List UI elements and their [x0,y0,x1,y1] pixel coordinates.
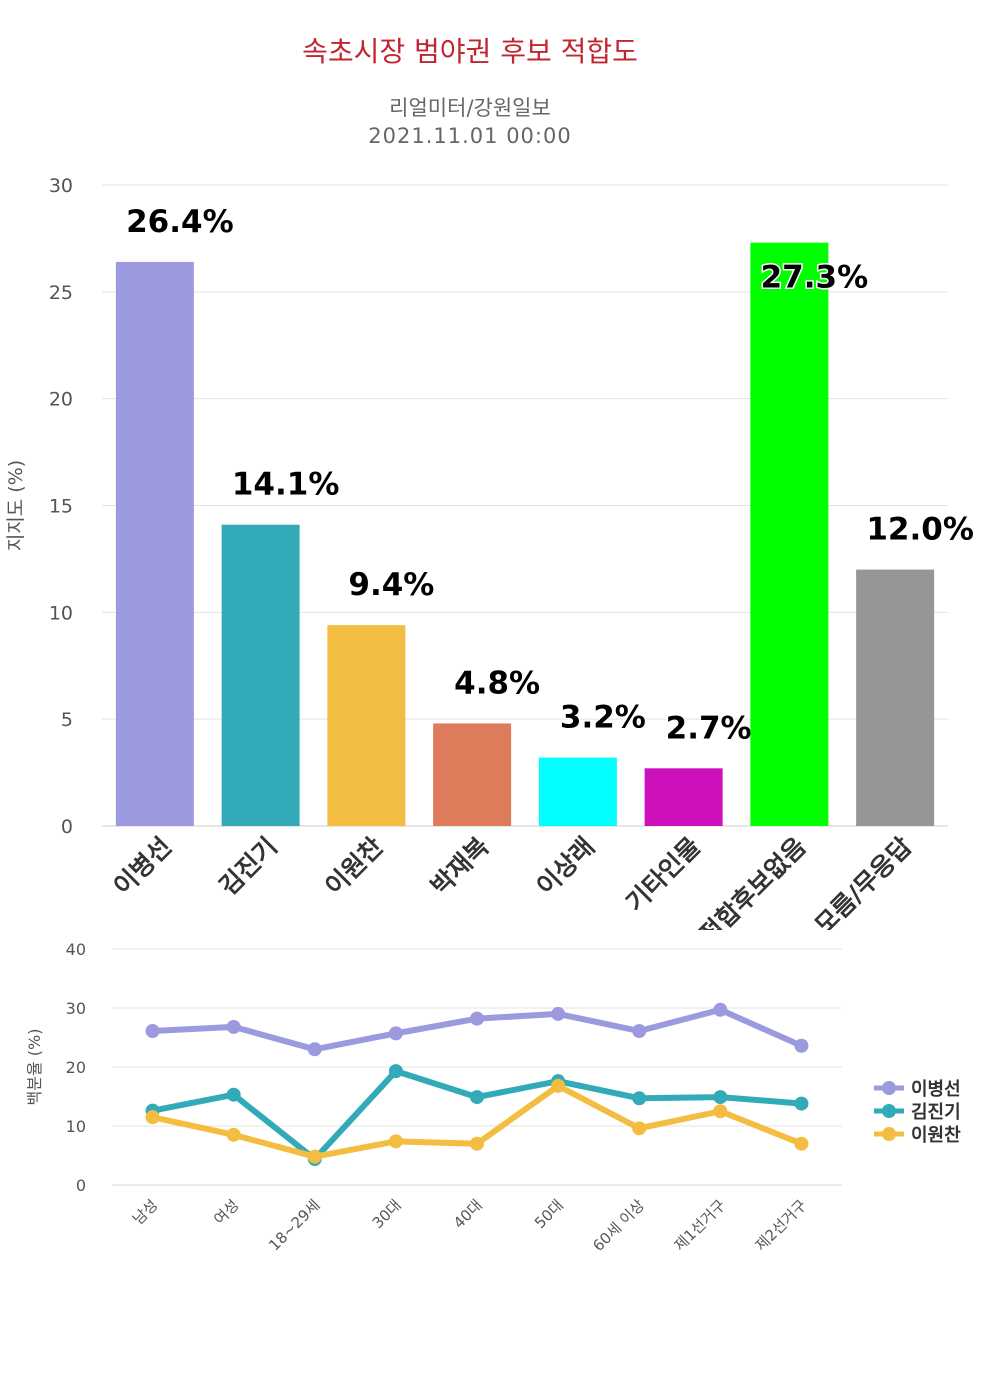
line-point [226,1019,241,1034]
bar-data-label: 9.4% [348,567,434,603]
line-point [226,1127,241,1142]
bar-data-label: 12.0% [866,512,974,548]
chart-subtitle-date: 2021.11.01 00:00 [368,124,572,148]
legend-label: 이병선 [911,1079,961,1100]
bar-4 [433,723,512,826]
line-chart: 0 10 20 30 40 백분율 (%) 남성 여성 18~29세 30대 40대 50대 60세 이… [25,940,961,1255]
bar-data-label: 26.4% [126,204,234,240]
line-point [145,1110,160,1125]
line-point [388,1026,403,1041]
legend-label: 이원찬 [911,1125,961,1146]
line-y-tick-label: 0 [76,1176,86,1195]
line-point [307,1149,322,1164]
bar-5 [538,757,617,826]
line-point [713,1002,728,1017]
line-category-label: 제2선거구 [752,1196,811,1255]
bar-data-label: 2.7% [666,710,752,746]
line-y-tick-label: 40 [66,940,86,959]
line-point [794,1038,809,1053]
line-point [307,1042,322,1057]
line-y-tick-label: 20 [66,1058,86,1077]
line-point [794,1096,809,1111]
bar-data-label: 27.3% [761,260,869,296]
bar-data-label: 14.1% [232,467,340,503]
line-point [551,1078,566,1093]
chart-title: 속초시장 범야권 후보 적합도 [302,35,638,68]
line-point [388,1134,403,1149]
bar-data-label: 3.2% [560,700,646,736]
line-category-label: 60세 이상 [589,1196,648,1255]
bar-y-tick-label: 5 [61,709,73,731]
line-point [145,1024,160,1039]
bar-y-tick-label: 20 [49,389,73,411]
line-category-label: 50대 [531,1196,567,1232]
bar-6 [644,768,723,826]
line-y-tick-label: 10 [66,1117,86,1136]
bar-1 [115,261,194,826]
bar-y-axis-label: 지지도 (%) [5,460,27,551]
bar-y-tick-label: 30 [49,175,73,197]
line-category-label: 40대 [450,1196,486,1232]
line-point [551,1006,566,1021]
line-point [713,1090,728,1105]
bar-2 [221,524,300,826]
bar-8 [856,569,935,826]
bar-y-tick-label: 25 [49,282,73,304]
line-y-axis-label: 백분율 (%) [25,1029,44,1106]
line-point [794,1136,809,1151]
legend-marker [882,1127,896,1141]
bar-data-label: 4.8% [454,665,540,701]
legend-label: 김진기 [911,1102,961,1123]
line-category-label: 18~29세 [265,1196,323,1254]
bar-7 [750,242,829,826]
line-category-label: 남성 [129,1196,161,1228]
line-point [470,1090,484,1105]
bar-y-tick-label: 15 [49,496,73,518]
bar-y-tick-label: 10 [49,602,73,624]
line-point [388,1064,403,1079]
line-point [470,1011,484,1026]
line-point [632,1091,647,1106]
line-category-label: 여성 [210,1196,242,1228]
line-point [713,1104,728,1119]
chart-subtitle-source: 리얼미터/강원일보 [389,96,551,120]
line-point [226,1087,241,1102]
legend-marker [882,1104,896,1118]
legend-marker [882,1081,896,1095]
line-y-tick-label: 30 [66,999,86,1018]
line-category-label: 제1선거구 [671,1196,730,1255]
line-point [632,1121,647,1136]
bar-3 [327,625,406,826]
line-category-label: 30대 [369,1196,405,1232]
bar-y-tick-label: 0 [61,816,73,838]
line-point [470,1136,484,1151]
line-point [632,1024,647,1039]
